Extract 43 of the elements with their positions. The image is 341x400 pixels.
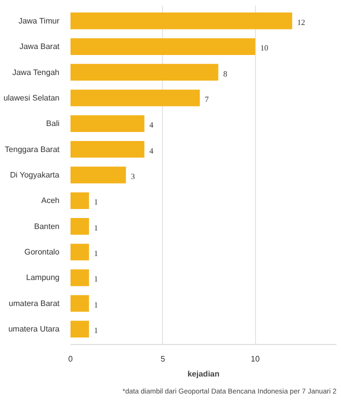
- y-tick-label: Aceh: [41, 196, 60, 206]
- x-axis-title: kejadian: [187, 370, 220, 378]
- y-tick-label: Di Yogyakarta: [10, 170, 60, 180]
- bar: [70, 244, 89, 260]
- data-label: 8: [223, 69, 228, 78]
- data-label: 1: [94, 223, 98, 232]
- bar: [70, 12, 292, 30]
- x-tick-label: 10: [250, 354, 260, 364]
- bar: [70, 90, 200, 106]
- y-tick-label: Banten: [34, 222, 60, 231]
- x-tick-label: 5: [160, 354, 166, 364]
- bar: [70, 166, 126, 184]
- bar: [70, 64, 218, 81]
- y-tick-label: Tenggara Barat: [4, 144, 60, 154]
- x-tick-label: 0: [68, 354, 74, 364]
- data-label: 4: [149, 146, 154, 156]
- y-tick-label: Lampung: [26, 273, 60, 282]
- bar: [70, 192, 89, 210]
- bar: [70, 295, 89, 312]
- bar: [70, 320, 89, 338]
- bar: [70, 115, 144, 132]
- bar: [70, 269, 89, 286]
- y-tick-label: Bali: [46, 119, 60, 128]
- data-label: 10: [260, 44, 268, 53]
- y-tick-label: Jawa Tengah: [12, 68, 60, 77]
- data-label: 1: [94, 300, 98, 310]
- y-tick-label: umatera Barat: [8, 298, 60, 308]
- bar: [70, 140, 144, 158]
- bar: [70, 218, 89, 235]
- data-label: 1: [94, 326, 98, 336]
- y-tick-label: Jawa Barat: [19, 42, 60, 52]
- y-tick-label: umatera Utara: [8, 324, 60, 334]
- data-label: 1: [94, 198, 98, 207]
- data-label: 1: [94, 274, 98, 284]
- data-label: 4: [149, 120, 154, 130]
- data-label: 1: [94, 249, 98, 258]
- bar: [70, 38, 256, 55]
- data-label: 7: [204, 94, 209, 104]
- data-label: 12: [297, 18, 306, 27]
- data-label: 3: [130, 172, 135, 181]
- y-tick-label: Jawa Timur: [18, 16, 60, 26]
- y-tick-label: ulawesi Selatan: [3, 93, 60, 102]
- y-tick-label: Gorontalo: [24, 248, 60, 257]
